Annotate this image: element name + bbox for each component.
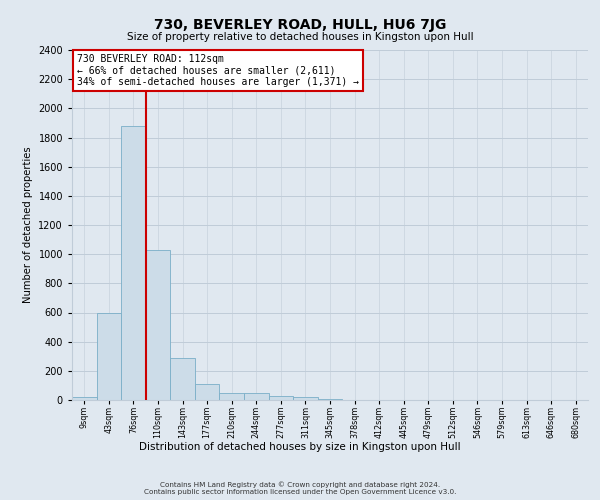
Bar (170, 358, 195, 400)
Bar (97, 312, 121, 400)
Y-axis label: Number of detached properties: Number of detached properties (23, 146, 32, 304)
Text: 730, BEVERLEY ROAD, HULL, HU6 7JG: 730, BEVERLEY ROAD, HULL, HU6 7JG (154, 18, 446, 32)
Bar (121, 126, 146, 400)
Bar (318, 398, 342, 400)
Bar (269, 396, 293, 400)
Text: Distribution of detached houses by size in Kingston upon Hull: Distribution of detached houses by size … (139, 442, 461, 452)
Bar (220, 392, 244, 400)
Text: Contains HM Land Registry data © Crown copyright and database right 2024.
Contai: Contains HM Land Registry data © Crown c… (144, 482, 456, 495)
Text: Size of property relative to detached houses in Kingston upon Hull: Size of property relative to detached ho… (127, 32, 473, 42)
Bar (244, 394, 269, 400)
Bar (195, 384, 220, 400)
Bar (72, 397, 97, 400)
Bar (146, 250, 170, 400)
Bar (293, 397, 318, 400)
Text: 730 BEVERLEY ROAD: 112sqm
← 66% of detached houses are smaller (2,611)
34% of se: 730 BEVERLEY ROAD: 112sqm ← 66% of detac… (77, 54, 359, 86)
